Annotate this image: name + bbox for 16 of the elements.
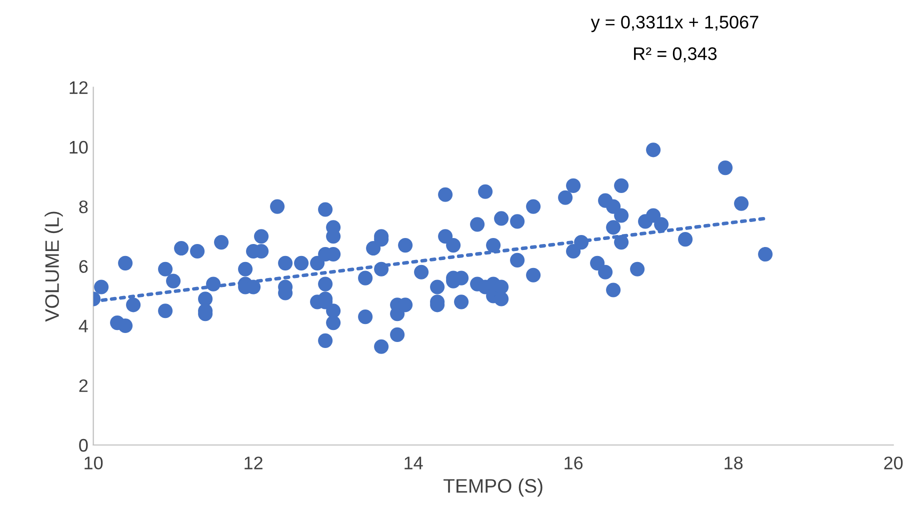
text: y = 0,3311x + 1,5067 — [590, 16, 758, 32]
text: R² = 0,343 — [634, 47, 717, 62]
x-axis-title: TEMPO (S) — [444, 478, 542, 497]
y-axis-title: VOLUME (L) — [44, 212, 63, 322]
y-tick-label: 4 — [78, 320, 88, 332]
x-tick-label: 18 — [724, 456, 743, 470]
y-tick-label: 10 — [70, 140, 88, 154]
x-tick-label: 12 — [244, 456, 262, 470]
y-tick-label: 2 — [79, 379, 88, 392]
y-tick-label: 12 — [70, 81, 88, 94]
y-tick-label: 8 — [79, 200, 88, 214]
x-tick-label: 20 — [884, 456, 903, 470]
y-tick-label: 0 — [79, 438, 88, 452]
x-tick-label: 16 — [564, 456, 583, 470]
y-tick-label: 6 — [79, 260, 88, 273]
x-tick-label: 14 — [404, 456, 423, 470]
